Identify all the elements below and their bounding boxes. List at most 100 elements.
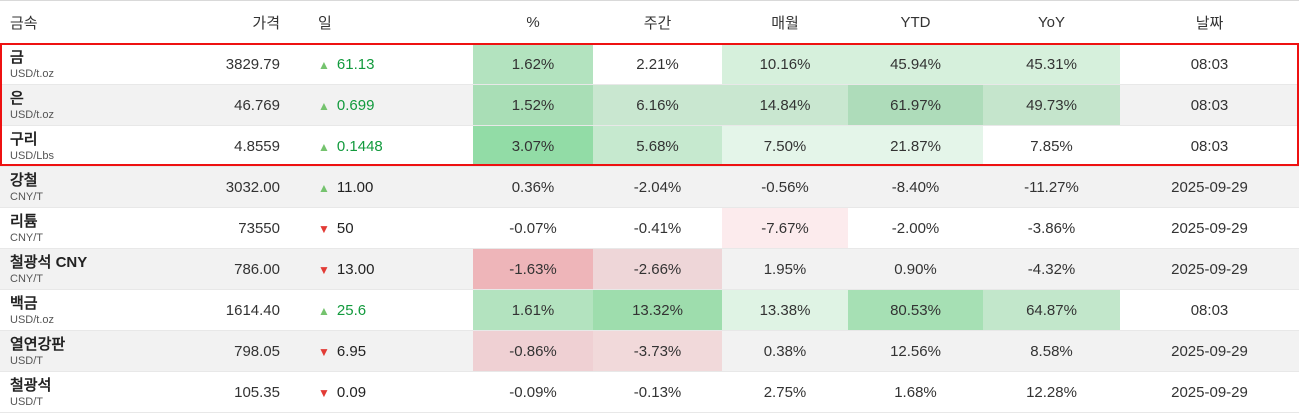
weekly-percent-cell: -2.66% xyxy=(593,248,722,290)
yoy-percent-cell: 64.87% xyxy=(983,289,1120,331)
down-triangle-icon: ▼ xyxy=(318,344,330,359)
daily-percent-cell: 1.62% xyxy=(473,43,593,85)
commodity-name-cell: 열연강판 USD/T xyxy=(0,330,200,372)
table-row[interactable]: 금 USD/t.oz 3829.79 ▲ 61.13 1.62% 2.21% 10.16% 45… xyxy=(0,43,1299,85)
ytd-percent-cell: -2.00% xyxy=(848,207,983,249)
commodity-name-cell: 은 USD/t.oz xyxy=(0,84,200,126)
commodity-unit: CNY/T xyxy=(10,272,43,285)
yoy-percent-cell: -3.86% xyxy=(983,207,1120,249)
table-row[interactable]: 열연강판 USD/T 798.05 ▼ 6.95 -0.86% -3.73% 0.38% 12.… xyxy=(0,330,1299,372)
yoy-percent-cell: -11.27% xyxy=(983,166,1120,208)
yoy-percent-cell: 12.28% xyxy=(983,371,1120,413)
day-change-value: 0.1448 xyxy=(336,137,383,155)
column-header-percent: % xyxy=(473,0,593,44)
table-row[interactable]: 리튬 CNY/T 73550 ▼ 50 -0.07% -0.41% -7.67% -2.00% -… xyxy=(0,207,1299,249)
table-body: 금 USD/t.oz 3829.79 ▲ 61.13 1.62% 2.21% 10.16% 45… xyxy=(0,43,1299,413)
day-change-value: 13.00 xyxy=(336,260,375,278)
column-header-price: 가격 xyxy=(200,0,290,44)
commodity-name-cell: 철광석 CNY CNY/T xyxy=(0,248,200,290)
day-change-cell: ▲ 25.6 xyxy=(290,289,473,331)
monthly-percent-cell: 0.38% xyxy=(722,330,848,372)
price-value: 4.8559 xyxy=(200,125,290,167)
ytd-percent-cell: -8.40% xyxy=(848,166,983,208)
date-cell: 08:03 xyxy=(1120,289,1299,331)
monthly-percent-cell: 7.50% xyxy=(722,125,848,167)
daily-percent-cell: -0.09% xyxy=(473,371,593,413)
monthly-percent-cell: -7.67% xyxy=(722,207,848,249)
monthly-percent-cell: 1.95% xyxy=(722,248,848,290)
ytd-percent-cell: 61.97% xyxy=(848,84,983,126)
weekly-percent-cell: 6.16% xyxy=(593,84,722,126)
commodity-link[interactable]: 철광석 xyxy=(10,376,52,394)
up-triangle-icon: ▲ xyxy=(318,57,330,72)
daily-percent-cell: 1.52% xyxy=(473,84,593,126)
commodity-name-cell: 백금 USD/t.oz xyxy=(0,289,200,331)
commodity-unit: CNY/T xyxy=(10,190,43,203)
weekly-percent-cell: 5.68% xyxy=(593,125,722,167)
up-triangle-icon: ▲ xyxy=(318,303,330,318)
ytd-percent-cell: 45.94% xyxy=(848,43,983,85)
commodity-link[interactable]: 철광석 CNY xyxy=(10,253,88,271)
yoy-percent-cell: -4.32% xyxy=(983,248,1120,290)
table-row[interactable]: 강철 CNY/T 3032.00 ▲ 11.00 0.36% -2.04% -0.56% -8.… xyxy=(0,166,1299,208)
date-cell: 08:03 xyxy=(1120,125,1299,167)
commodity-link[interactable]: 열연강판 xyxy=(10,335,66,353)
commodity-link[interactable]: 구리 xyxy=(10,130,38,148)
monthly-percent-cell: 14.84% xyxy=(722,84,848,126)
monthly-percent-cell: 2.75% xyxy=(722,371,848,413)
table-row[interactable]: 구리 USD/Lbs 4.8559 ▲ 0.1448 3.07% 5.68% 7.50% 21.… xyxy=(0,125,1299,167)
daily-percent-cell: -0.07% xyxy=(473,207,593,249)
day-change-value: 0.699 xyxy=(336,96,375,114)
date-cell: 2025-09-29 xyxy=(1120,207,1299,249)
commodity-name-cell: 강철 CNY/T xyxy=(0,166,200,208)
date-cell: 08:03 xyxy=(1120,43,1299,85)
day-change-value: 11.00 xyxy=(336,178,374,196)
ytd-percent-cell: 1.68% xyxy=(848,371,983,413)
date-cell: 2025-09-29 xyxy=(1120,166,1299,208)
commodity-unit: CNY/T xyxy=(10,231,43,244)
date-cell: 2025-09-29 xyxy=(1120,330,1299,372)
down-triangle-icon: ▼ xyxy=(318,221,330,236)
day-change-value: 61.13 xyxy=(336,55,375,73)
commodity-name-cell: 금 USD/t.oz xyxy=(0,43,200,85)
table-row[interactable]: 철광석 USD/T 105.35 ▼ 0.09 -0.09% -0.13% 2.75% 1.68… xyxy=(0,371,1299,413)
weekly-percent-cell: -0.13% xyxy=(593,371,722,413)
up-triangle-icon: ▲ xyxy=(318,180,330,195)
monthly-percent-cell: -0.56% xyxy=(722,166,848,208)
table-row[interactable]: 철광석 CNY CNY/T 786.00 ▼ 13.00 -1.63% -2.66% 1.95… xyxy=(0,248,1299,290)
commodity-unit: USD/T xyxy=(10,395,43,408)
day-change-cell: ▼ 13.00 xyxy=(290,248,473,290)
down-triangle-icon: ▼ xyxy=(318,262,330,277)
commodity-link[interactable]: 금 xyxy=(10,48,24,66)
weekly-percent-cell: -0.41% xyxy=(593,207,722,249)
day-change-cell: ▲ 0.1448 xyxy=(290,125,473,167)
day-change-cell: ▼ 0.09 xyxy=(290,371,473,413)
day-change-value: 6.95 xyxy=(336,342,367,360)
commodity-link[interactable]: 백금 xyxy=(10,294,38,312)
date-cell: 2025-09-29 xyxy=(1120,371,1299,413)
ytd-percent-cell: 0.90% xyxy=(848,248,983,290)
price-value: 3829.79 xyxy=(200,43,290,85)
ytd-percent-cell: 80.53% xyxy=(848,289,983,331)
table-header-row: 금속 가격 일 % 주간 매월 YTD YoY 날짜 xyxy=(0,0,1299,44)
up-triangle-icon: ▲ xyxy=(318,139,330,154)
ytd-percent-cell: 21.87% xyxy=(848,125,983,167)
day-change-cell: ▲ 61.13 xyxy=(290,43,473,85)
column-header-metal: 금속 xyxy=(0,0,200,44)
commodity-link[interactable]: 은 xyxy=(10,89,24,107)
table-row[interactable]: 은 USD/t.oz 46.769 ▲ 0.699 1.52% 6.16% 14.84% 61.… xyxy=(0,84,1299,126)
commodity-unit: USD/T xyxy=(10,354,43,367)
weekly-percent-cell: -3.73% xyxy=(593,330,722,372)
yoy-percent-cell: 49.73% xyxy=(983,84,1120,126)
column-header-ytd: YTD xyxy=(848,0,983,44)
table-row[interactable]: 백금 USD/t.oz 1614.40 ▲ 25.6 1.61% 13.32% 13.38% 8… xyxy=(0,289,1299,331)
day-change-cell: ▲ 0.699 xyxy=(290,84,473,126)
daily-percent-cell: 1.61% xyxy=(473,289,593,331)
day-change-value: 0.09 xyxy=(336,383,367,401)
day-change-cell: ▼ 6.95 xyxy=(290,330,473,372)
commodity-unit: USD/Lbs xyxy=(10,149,55,162)
commodity-link[interactable]: 리튬 xyxy=(10,212,38,230)
price-value: 1614.40 xyxy=(200,289,290,331)
commodity-link[interactable]: 강철 xyxy=(10,171,38,189)
